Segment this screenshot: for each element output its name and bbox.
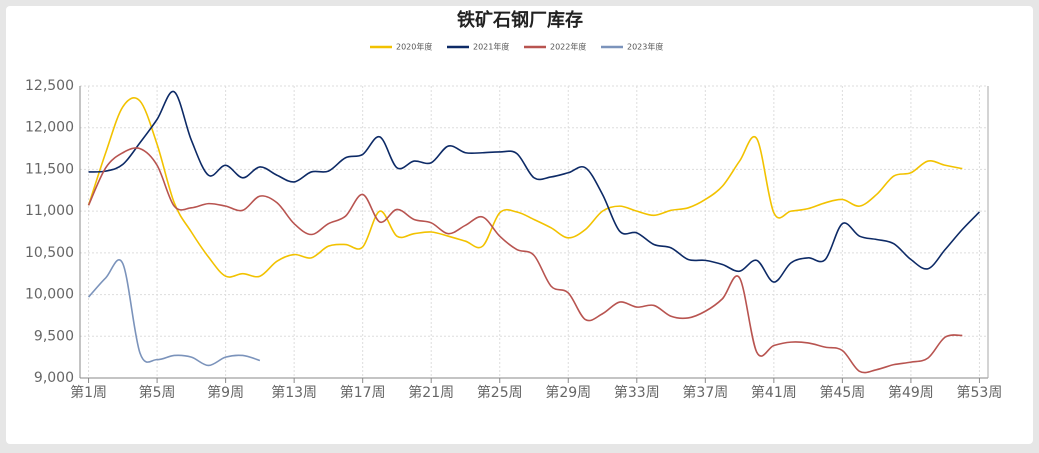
x-tick-label: 第5周	[139, 384, 176, 401]
x-tick-label: 第37周	[682, 384, 728, 401]
x-tick-label: 第25周	[477, 384, 523, 401]
legend-label: 2023年度	[627, 42, 663, 52]
series-line	[87, 97, 963, 278]
x-tick-label: 第13周	[271, 384, 317, 401]
y-tick-label: 9,000	[34, 370, 74, 386]
legend-label: 2021年度	[473, 42, 509, 52]
x-tick-label: 第29周	[545, 384, 591, 401]
y-tick-label: 11,000	[25, 203, 74, 219]
x-tick-label: 第21周	[408, 384, 454, 401]
series-line	[88, 90, 981, 283]
legend-label: 2022年度	[550, 42, 586, 52]
x-tick-label: 第45周	[819, 384, 865, 401]
y-tick-label: 12,000	[25, 120, 74, 136]
y-tick-label: 10,500	[25, 245, 74, 261]
x-tick-label: 第41周	[751, 384, 797, 401]
y-tick-label: 11,500	[25, 161, 74, 177]
y-tick-label: 12,500	[25, 78, 74, 94]
y-tick-label: 9,500	[34, 328, 74, 344]
x-tick-label: 第49周	[888, 384, 934, 401]
x-tick-label: 第33周	[614, 384, 660, 401]
x-tick-label: 第1周	[70, 384, 107, 401]
panel	[6, 6, 1033, 444]
legend-label: 2020年度	[396, 42, 432, 52]
x-tick-label: 第53周	[957, 384, 1003, 401]
chart-title: 铁矿石钢厂库存	[457, 9, 583, 31]
series-line	[87, 259, 261, 367]
x-tick-label: 第17周	[340, 384, 386, 401]
series-line	[87, 147, 963, 374]
x-tick-label: 第9周	[207, 384, 244, 401]
y-tick-label: 10,000	[25, 287, 74, 303]
